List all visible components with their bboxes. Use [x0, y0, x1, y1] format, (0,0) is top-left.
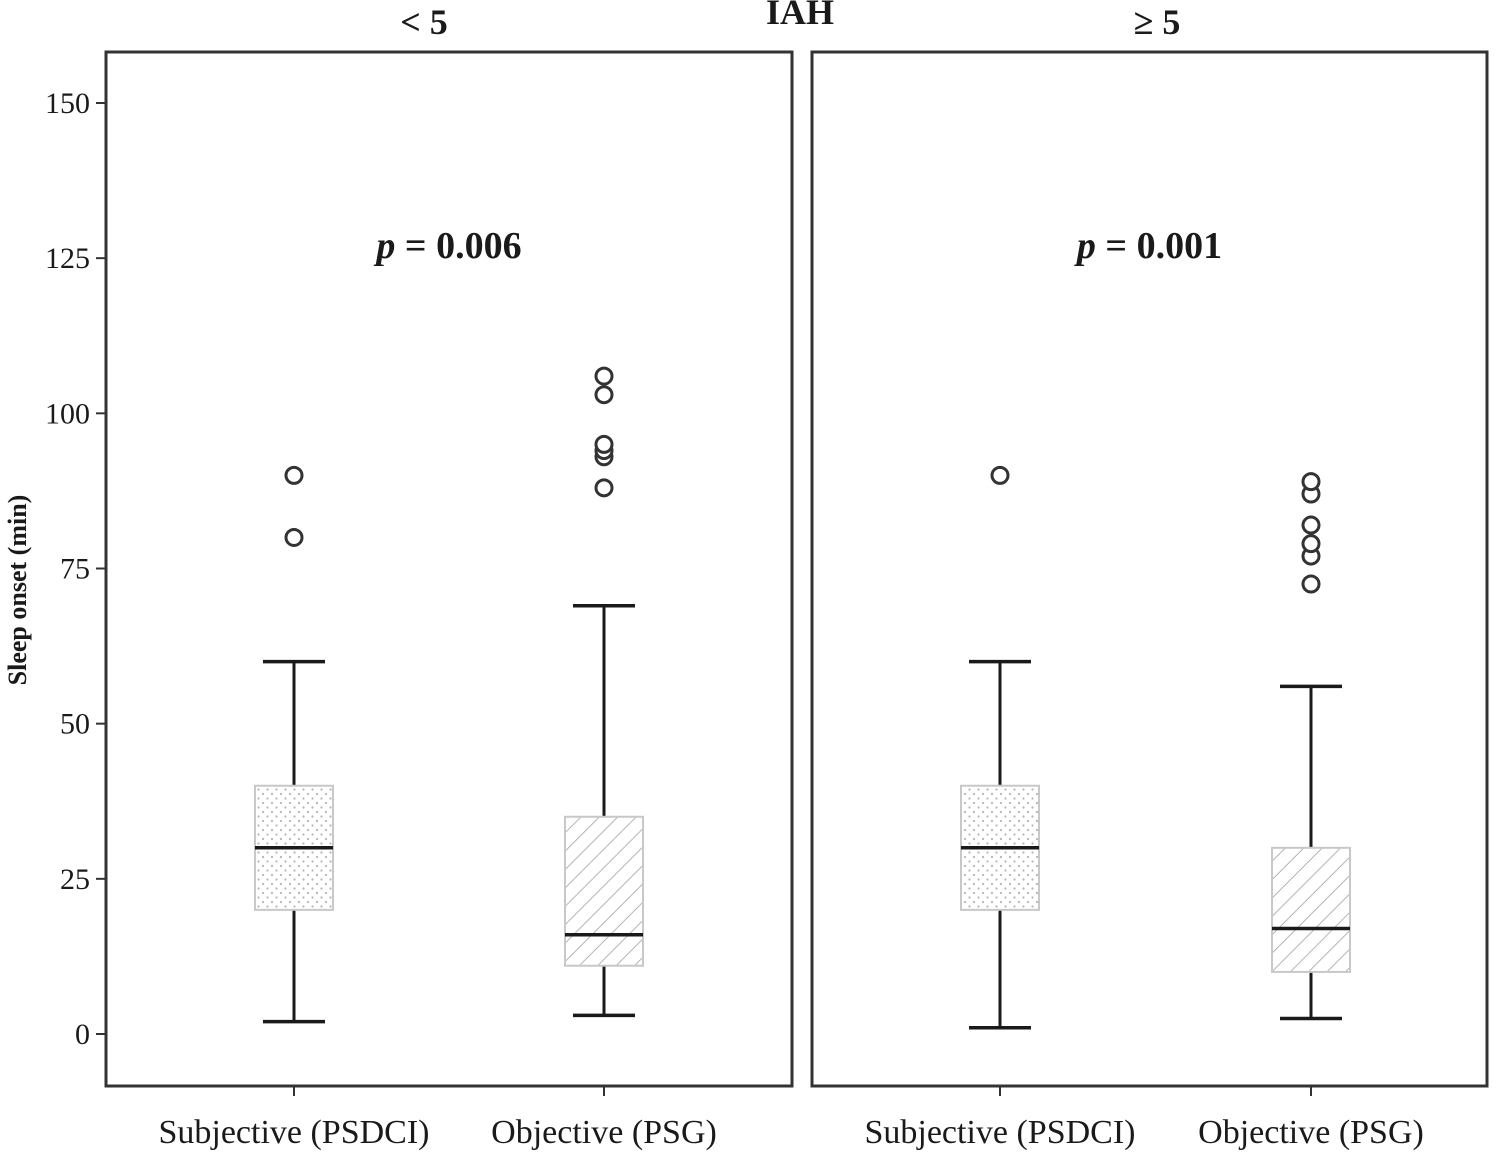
y-tick-label: 0 [75, 1018, 90, 1051]
outlier-point [990, 465, 1010, 485]
y-tick-label: 100 [45, 397, 90, 430]
y-tick-label: 125 [45, 242, 90, 275]
box-subjective: Subjective (PSDCI) [864, 465, 1136, 1151]
outlier-point [1301, 574, 1321, 594]
outlier-point [594, 366, 614, 386]
outlier-point [284, 465, 304, 485]
panels-layer: 0 25 50 75 100 125 150 p = 0.006 Subjective (PSD… [45, 50, 1489, 1151]
outlier-point [594, 434, 614, 454]
x-tick-label: Subjective (PSDCI) [158, 1114, 429, 1151]
outlier-point [594, 478, 614, 498]
y-tick-label: 25 [60, 863, 90, 896]
panel-label-left: < 5 [400, 2, 448, 42]
y-axis-label: Sleep onset (min) [3, 495, 32, 686]
box-iqr [564, 815, 644, 967]
outlier-point [1301, 472, 1321, 492]
x-tick-label: Objective (PSG) [491, 1114, 717, 1151]
outlier-point [284, 527, 304, 547]
y-tick-label: 50 [60, 708, 90, 741]
y-tick-label: 150 [45, 87, 90, 120]
panel-frame [810, 50, 1489, 1088]
chart-title: IAH [766, 0, 834, 32]
x-tick-label: Objective (PSG) [1198, 1114, 1424, 1151]
p-value-annotation: p = 0.001 [1074, 225, 1222, 267]
box-iqr [1271, 846, 1351, 973]
x-tick-label: Subjective (PSDCI) [864, 1114, 1135, 1151]
outlier-point [594, 385, 614, 405]
outlier-point [1301, 534, 1321, 554]
y-tick-label: 75 [60, 553, 90, 586]
outlier-point [1301, 515, 1321, 535]
panel-label-right: ≥ 5 [1134, 2, 1181, 42]
panel-frame [104, 50, 794, 1088]
box-objective: Objective (PSG) [491, 366, 717, 1151]
box-objective: Objective (PSG) [1198, 472, 1424, 1151]
box-subjective: Subjective (PSDCI) [158, 465, 430, 1151]
panel-right: p = 0.001 Subjective (PSDCI) Objective (PS… [810, 50, 1489, 1151]
p-value-annotation: p = 0.006 [373, 225, 521, 267]
panel-left: 0 25 50 75 100 125 150 p = 0.006 Subjective (PSD… [45, 50, 794, 1151]
